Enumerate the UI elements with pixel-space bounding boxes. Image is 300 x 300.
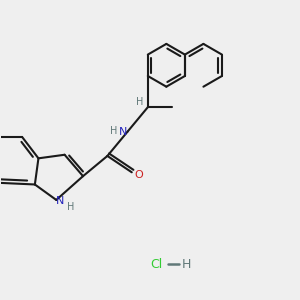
- Text: O: O: [134, 170, 143, 180]
- Text: H: H: [182, 258, 191, 271]
- Text: N: N: [119, 127, 127, 136]
- Text: Cl: Cl: [150, 258, 162, 271]
- Text: H: H: [67, 202, 74, 212]
- Text: H: H: [110, 126, 117, 136]
- Text: H: H: [136, 97, 143, 107]
- Text: N: N: [56, 196, 64, 206]
